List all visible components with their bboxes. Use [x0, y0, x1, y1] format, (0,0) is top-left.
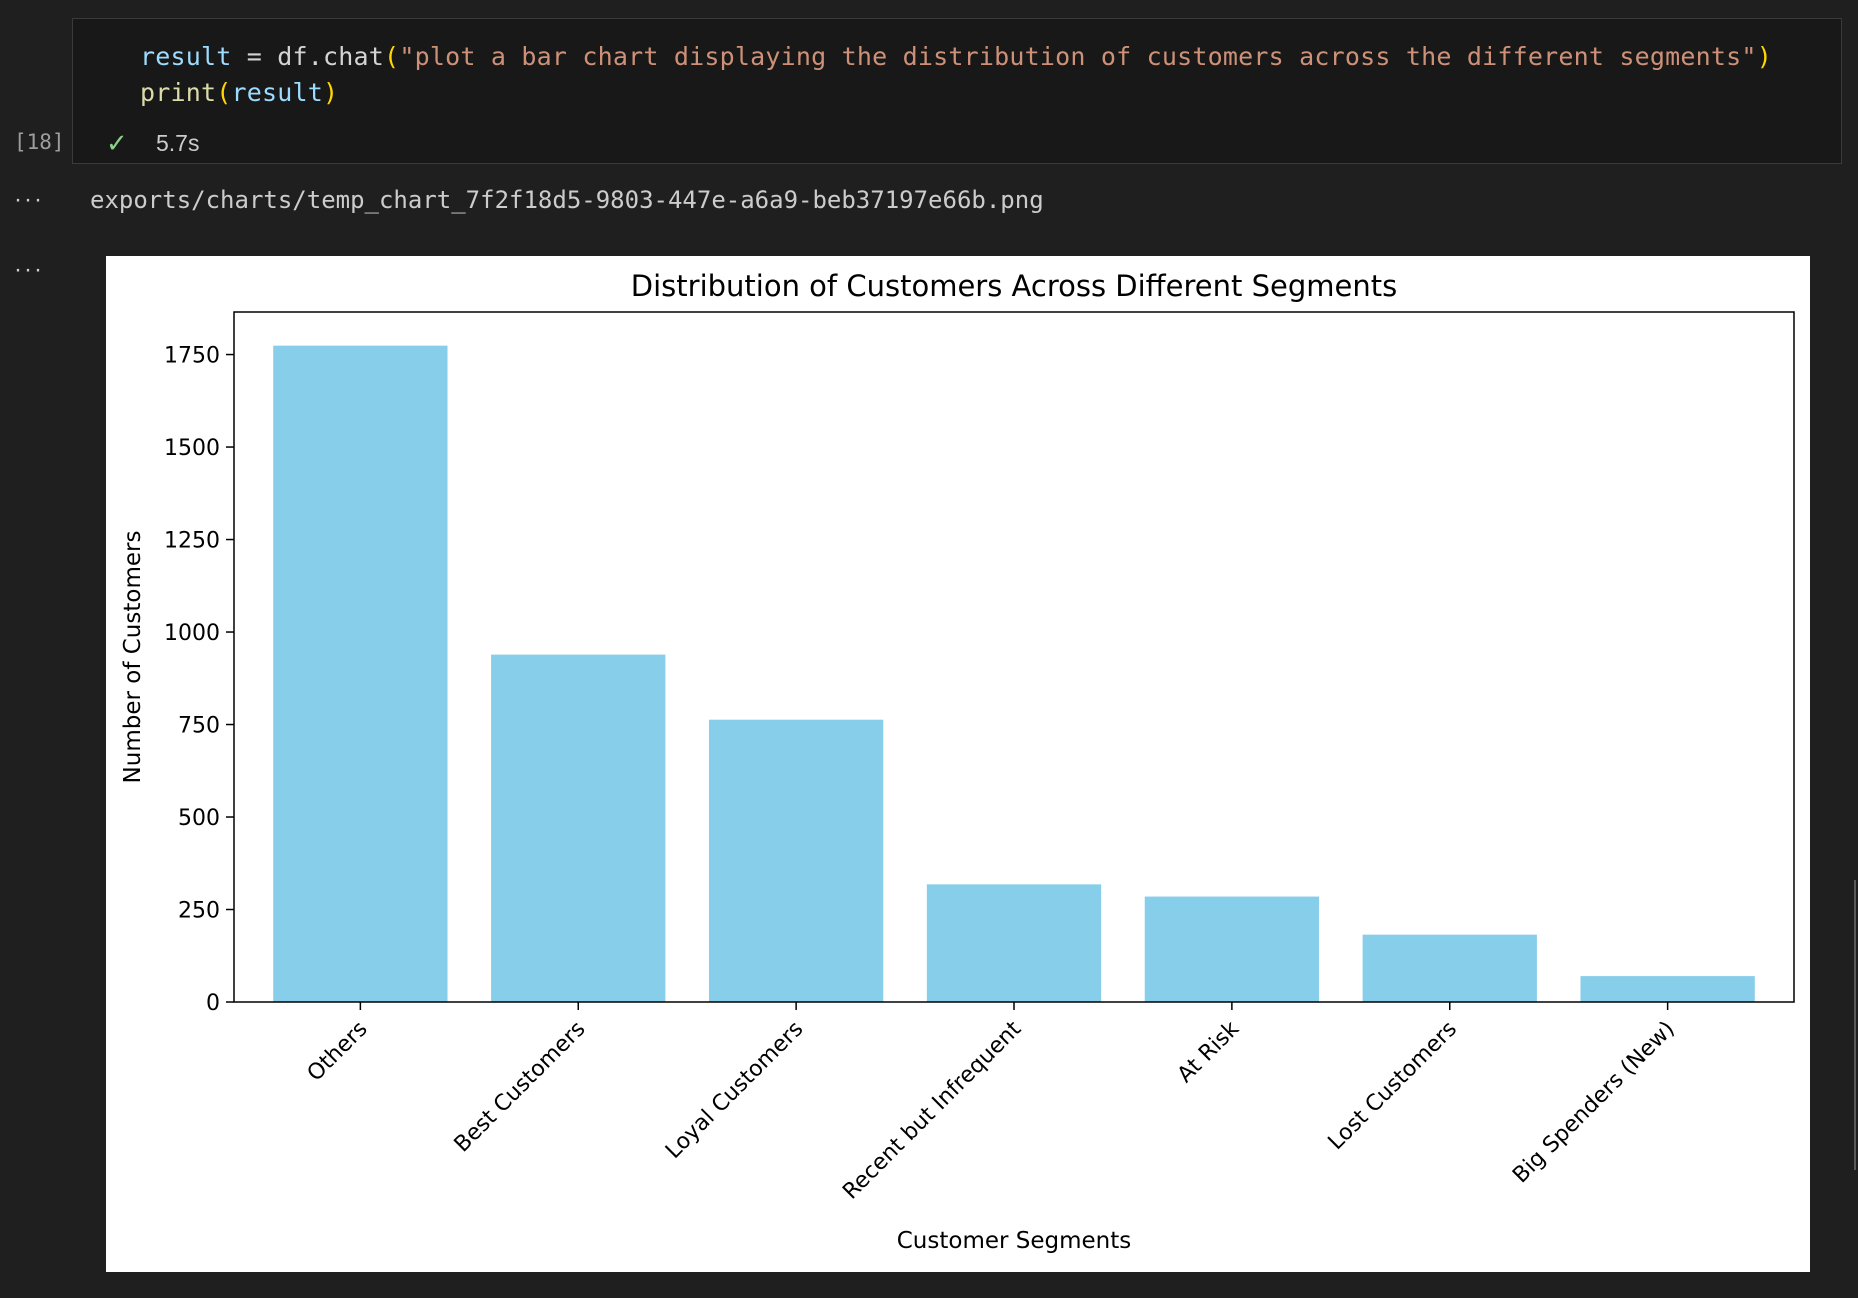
- scrollbar-thumb[interactable]: [1854, 880, 1856, 1170]
- bar-loyal-customers: [708, 719, 884, 1002]
- y-tick-label: 500: [178, 806, 220, 831]
- y-tick-label: 0: [206, 991, 220, 1016]
- y-tick-label: 250: [178, 899, 220, 924]
- x-tick-label: Lost Customers: [1324, 1017, 1462, 1155]
- bar-big-spenders-new: [1580, 976, 1755, 1002]
- axes-frame: [233, 311, 1795, 1003]
- bar-best-customers: [491, 654, 666, 1002]
- execution-count: [18]: [14, 130, 65, 154]
- chart-title: Distribution of Customers Across Differe…: [631, 269, 1397, 303]
- code-arg-result: result: [231, 78, 324, 107]
- code-print-fn: print: [140, 78, 217, 107]
- code-close-paren: ): [1756, 42, 1772, 71]
- output-path-text: exports/charts/temp_chart_7f2f18d5-9803-…: [90, 186, 1044, 214]
- y-tick-label: 750: [178, 714, 220, 739]
- chart-output-image: Distribution of Customers Across Differe…: [106, 256, 1810, 1272]
- x-tick-label: Loyal Customers: [661, 1017, 808, 1164]
- bar-others: [273, 345, 448, 1002]
- y-tick-label: 1000: [164, 621, 220, 646]
- code-line-1[interactable]: result = df.chat("plot a bar chart displ…: [140, 42, 1772, 71]
- code-cell[interactable]: [72, 18, 1842, 164]
- y-tick-label: 1500: [164, 436, 220, 461]
- code-prompt-string: "plot a bar chart displaying the distrib…: [399, 42, 1757, 71]
- execution-duration: 5.7s: [156, 130, 200, 156]
- code-assign-op: =: [231, 42, 278, 71]
- y-tick-label: 1250: [164, 529, 220, 554]
- output-menu-ellipsis-icon[interactable]: ···: [14, 256, 44, 283]
- bar-chart: Distribution of Customers Across Differe…: [120, 269, 1795, 1254]
- code-close-paren: ): [323, 78, 339, 107]
- code-open-paren: (: [384, 42, 400, 71]
- bar-recent-but-infrequent: [926, 884, 1102, 1002]
- code-call-target: df.chat: [277, 42, 385, 71]
- output-menu-ellipsis-icon[interactable]: ···: [14, 186, 44, 213]
- x-tick-label: Best Customers: [450, 1017, 591, 1158]
- bar-at-risk: [1144, 896, 1320, 1002]
- x-axis-label: Customer Segments: [897, 1228, 1132, 1254]
- y-tick-label: 1750: [164, 344, 220, 369]
- code-open-paren: (: [216, 78, 232, 107]
- bar-lost-customers: [1362, 934, 1537, 1002]
- x-tick-label: At Risk: [1173, 1016, 1245, 1088]
- x-tick-label: Big Spenders (New): [1508, 1017, 1680, 1189]
- check-icon: ✓: [106, 128, 128, 158]
- x-tick-label: Others: [303, 1017, 373, 1087]
- y-axis-label: Number of Customers: [120, 531, 146, 784]
- x-tick-label: Recent but Infrequent: [838, 1016, 1026, 1204]
- code-var-result: result: [140, 42, 232, 71]
- code-line-2[interactable]: print(result): [140, 78, 338, 107]
